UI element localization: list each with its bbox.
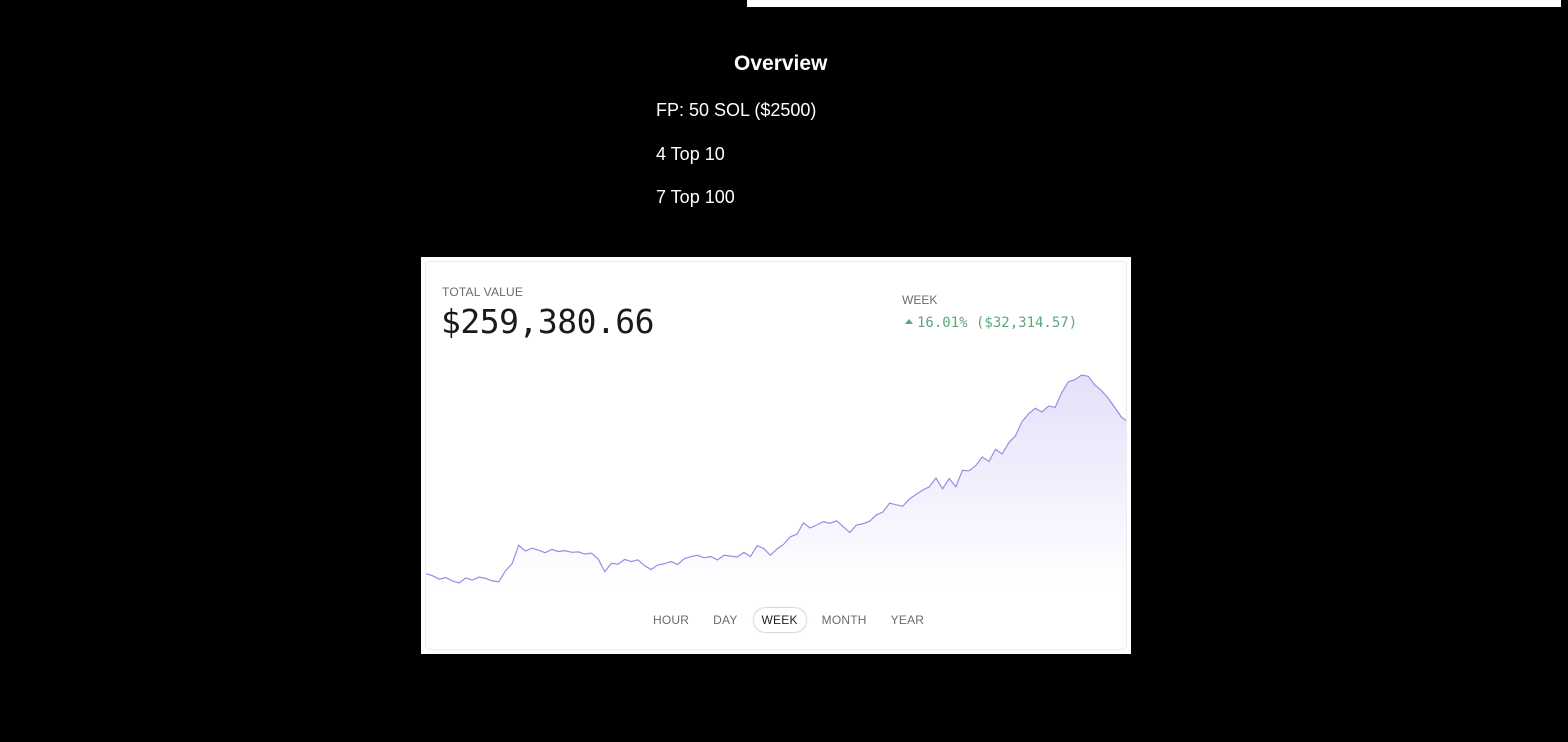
top-100-stat: 7 Top 100 [656, 187, 735, 207]
tab-day[interactable]: DAY [713, 613, 738, 627]
overview-title: Overview [734, 52, 828, 75]
value-chart [426, 374, 1126, 587]
total-value: $259,380.66 [441, 302, 655, 341]
tab-hour[interactable]: HOUR [653, 613, 690, 627]
chart-area [426, 375, 1126, 587]
change-indicator: 16.01% ($32,314.57) [905, 315, 1077, 331]
portfolio-card-inner: TOTAL VALUE $259,380.66 WEEK 16.01% ($32… [425, 261, 1127, 650]
time-range-tabs: HOUR DAY WEEK MONTH YEAR [644, 607, 939, 633]
chart-line [426, 374, 1126, 584]
tab-week[interactable]: WEEK [752, 607, 807, 633]
floor-price-stat: FP: 50 SOL ($2500) [656, 100, 817, 120]
tab-month[interactable]: MONTH [821, 613, 867, 627]
portfolio-card: TOTAL VALUE $259,380.66 WEEK 16.01% ($32… [421, 257, 1131, 654]
tab-year[interactable]: YEAR [890, 613, 925, 627]
total-value-label: TOTAL VALUE [442, 285, 524, 299]
top-10-stat: 4 Top 10 [656, 144, 725, 164]
up-arrow-icon [905, 319, 913, 324]
period-label: WEEK [902, 293, 938, 307]
top-bar [747, 0, 1561, 7]
change-text: 16.01% ($32,314.57) [917, 315, 1078, 331]
